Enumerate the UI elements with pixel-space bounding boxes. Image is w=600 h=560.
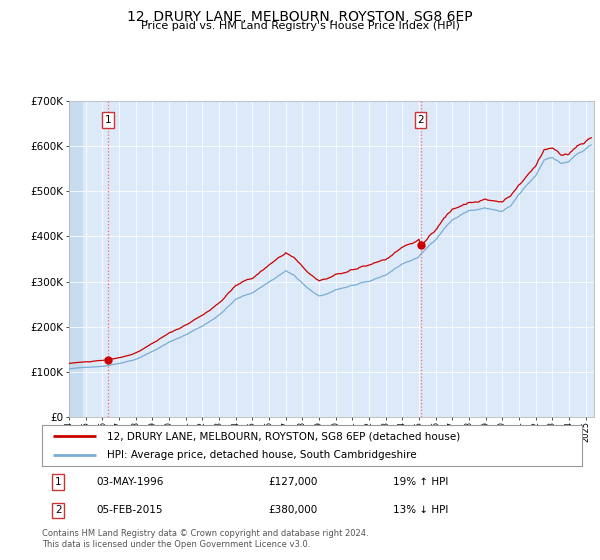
- Text: £127,000: £127,000: [269, 477, 318, 487]
- Text: 05-FEB-2015: 05-FEB-2015: [96, 506, 163, 515]
- Text: 1: 1: [55, 477, 62, 487]
- Text: 19% ↑ HPI: 19% ↑ HPI: [393, 477, 448, 487]
- Text: 03-MAY-1996: 03-MAY-1996: [96, 477, 163, 487]
- Text: 1: 1: [104, 115, 112, 125]
- Text: HPI: Average price, detached house, South Cambridgeshire: HPI: Average price, detached house, Sout…: [107, 450, 416, 460]
- Text: 2: 2: [417, 115, 424, 125]
- Text: 2: 2: [55, 506, 62, 515]
- Text: 13% ↓ HPI: 13% ↓ HPI: [393, 506, 448, 515]
- Text: £380,000: £380,000: [269, 506, 318, 515]
- Text: 12, DRURY LANE, MELBOURN, ROYSTON, SG8 6EP (detached house): 12, DRURY LANE, MELBOURN, ROYSTON, SG8 6…: [107, 432, 460, 441]
- Text: Contains HM Land Registry data © Crown copyright and database right 2024.
This d: Contains HM Land Registry data © Crown c…: [42, 529, 368, 549]
- Bar: [69, 101, 83, 417]
- Text: Price paid vs. HM Land Registry's House Price Index (HPI): Price paid vs. HM Land Registry's House …: [140, 21, 460, 31]
- Text: 12, DRURY LANE, MELBOURN, ROYSTON, SG8 6EP: 12, DRURY LANE, MELBOURN, ROYSTON, SG8 6…: [127, 10, 473, 24]
